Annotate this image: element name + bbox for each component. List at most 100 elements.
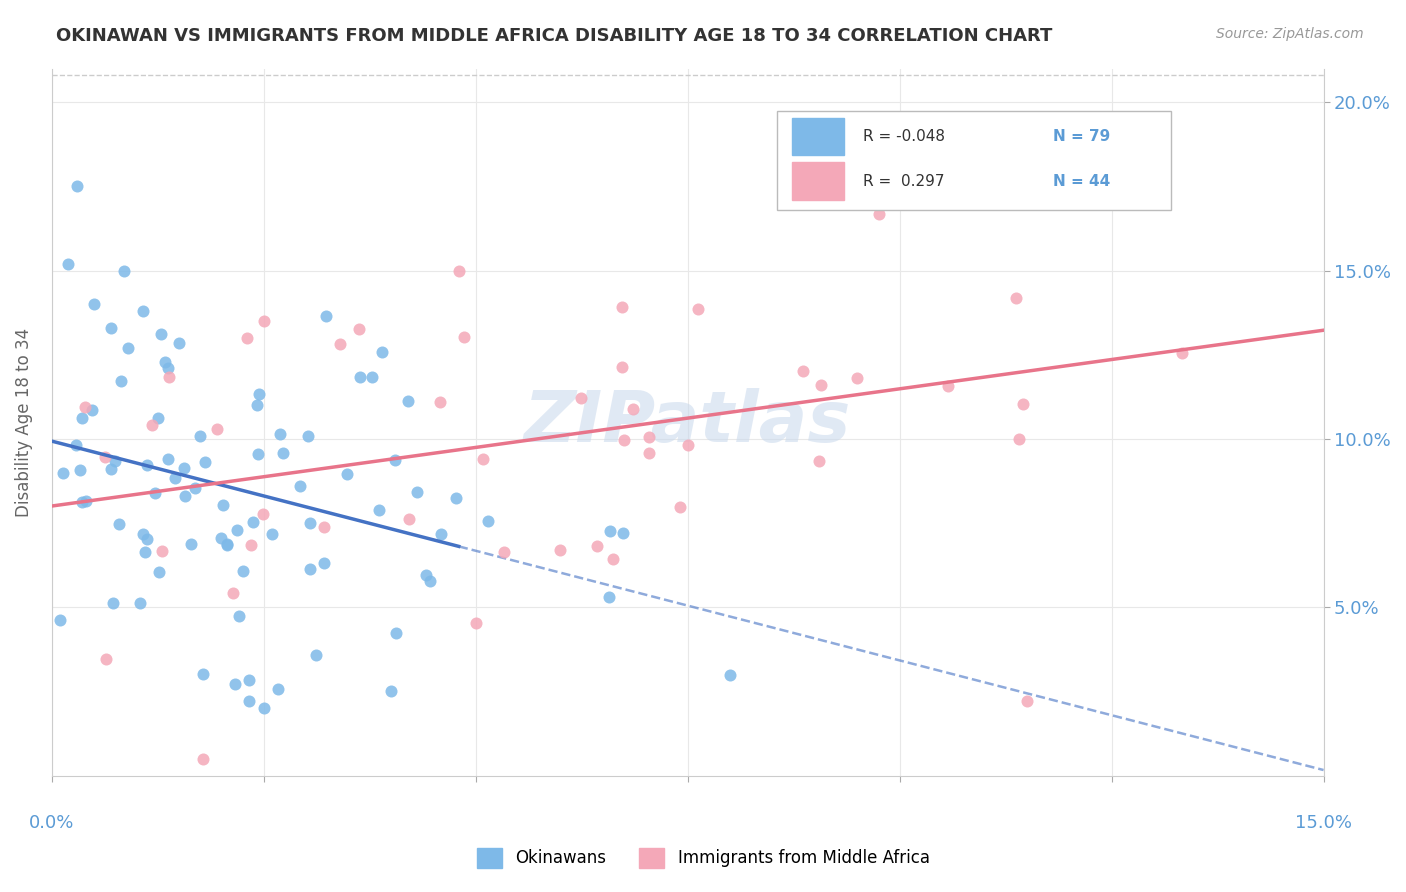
Point [253,314,276,328]
Text: OKINAWAN VS IMMIGRANTS FROM MIDDLE AFRICA DISABILITY AGE 18 TO 34 CORRELATION CH: OKINAWAN VS IMMIGRANTS FROM MIDDLE AFRIC… [56,27,1053,45]
Point [430,526,453,541]
Point [298,562,321,576]
Point [868,207,890,221]
Point [148,411,170,425]
Point [157,369,180,384]
Point [112,264,135,278]
Point [477,514,499,528]
Point [169,335,191,350]
Point [235,331,257,345]
Point [222,586,245,600]
Point [217,538,239,552]
Point [371,345,394,359]
Point [613,434,636,448]
Point [453,330,475,344]
Text: 0.0%: 0.0% [30,814,75,832]
Point [49,613,72,627]
Point [52,466,75,480]
Point [548,542,571,557]
Legend: Okinawans, Immigrants from Middle Africa: Okinawans, Immigrants from Middle Africa [470,841,936,875]
Point [157,361,180,376]
Point [492,545,515,559]
Point [669,500,692,514]
Point [314,556,336,570]
Point [612,360,634,375]
Point [586,539,609,553]
Point [72,495,94,509]
Point [173,460,195,475]
Point [226,523,249,537]
Point [444,491,467,505]
Point [232,565,254,579]
Point [599,524,621,538]
Text: Source: ZipAtlas.com: Source: ZipAtlas.com [1216,27,1364,41]
Point [612,525,634,540]
Point [246,398,269,412]
Point [298,516,321,531]
Point [148,566,170,580]
Point [94,652,117,666]
Point [110,374,132,388]
Point [143,485,166,500]
Point [211,498,233,512]
Point [718,667,741,681]
Point [269,427,291,442]
Point [224,677,246,691]
Point [240,538,263,552]
Point [1008,433,1031,447]
Point [150,326,173,341]
Point [246,447,269,461]
Point [602,551,624,566]
Point [215,537,238,551]
Point [396,393,419,408]
Point [810,378,832,392]
Point [415,568,437,582]
Point [472,452,495,467]
Point [101,596,124,610]
Point [75,400,97,414]
Point [156,452,179,467]
Point [610,300,633,314]
Point [83,297,105,311]
Point [1143,112,1166,126]
Point [419,574,441,588]
Point [150,543,173,558]
Point [94,450,117,464]
Point [290,479,312,493]
Point [349,370,371,384]
Point [312,519,335,533]
Point [65,437,87,451]
Point [153,355,176,369]
Point [163,471,186,485]
Point [384,625,406,640]
Point [347,322,370,336]
Point [80,403,103,417]
Point [384,453,406,467]
Point [247,387,270,401]
Point [262,527,284,541]
Point [128,597,150,611]
Point [271,446,294,460]
Point [807,453,830,467]
Point [70,411,93,425]
Point [104,454,127,468]
Text: 15.0%: 15.0% [1295,814,1353,832]
Point [180,537,202,551]
Point [108,517,131,532]
Point [191,667,214,681]
Point [100,320,122,334]
Point [380,684,402,698]
Point [69,463,91,477]
Point [406,484,429,499]
Point [367,503,389,517]
Point [267,682,290,697]
Point [1015,694,1038,708]
Point [194,455,217,469]
Point [638,430,661,444]
Point [447,263,470,277]
Point [135,458,157,473]
Point [252,507,274,521]
Point [141,417,163,432]
Point [792,364,814,378]
Point [188,429,211,443]
